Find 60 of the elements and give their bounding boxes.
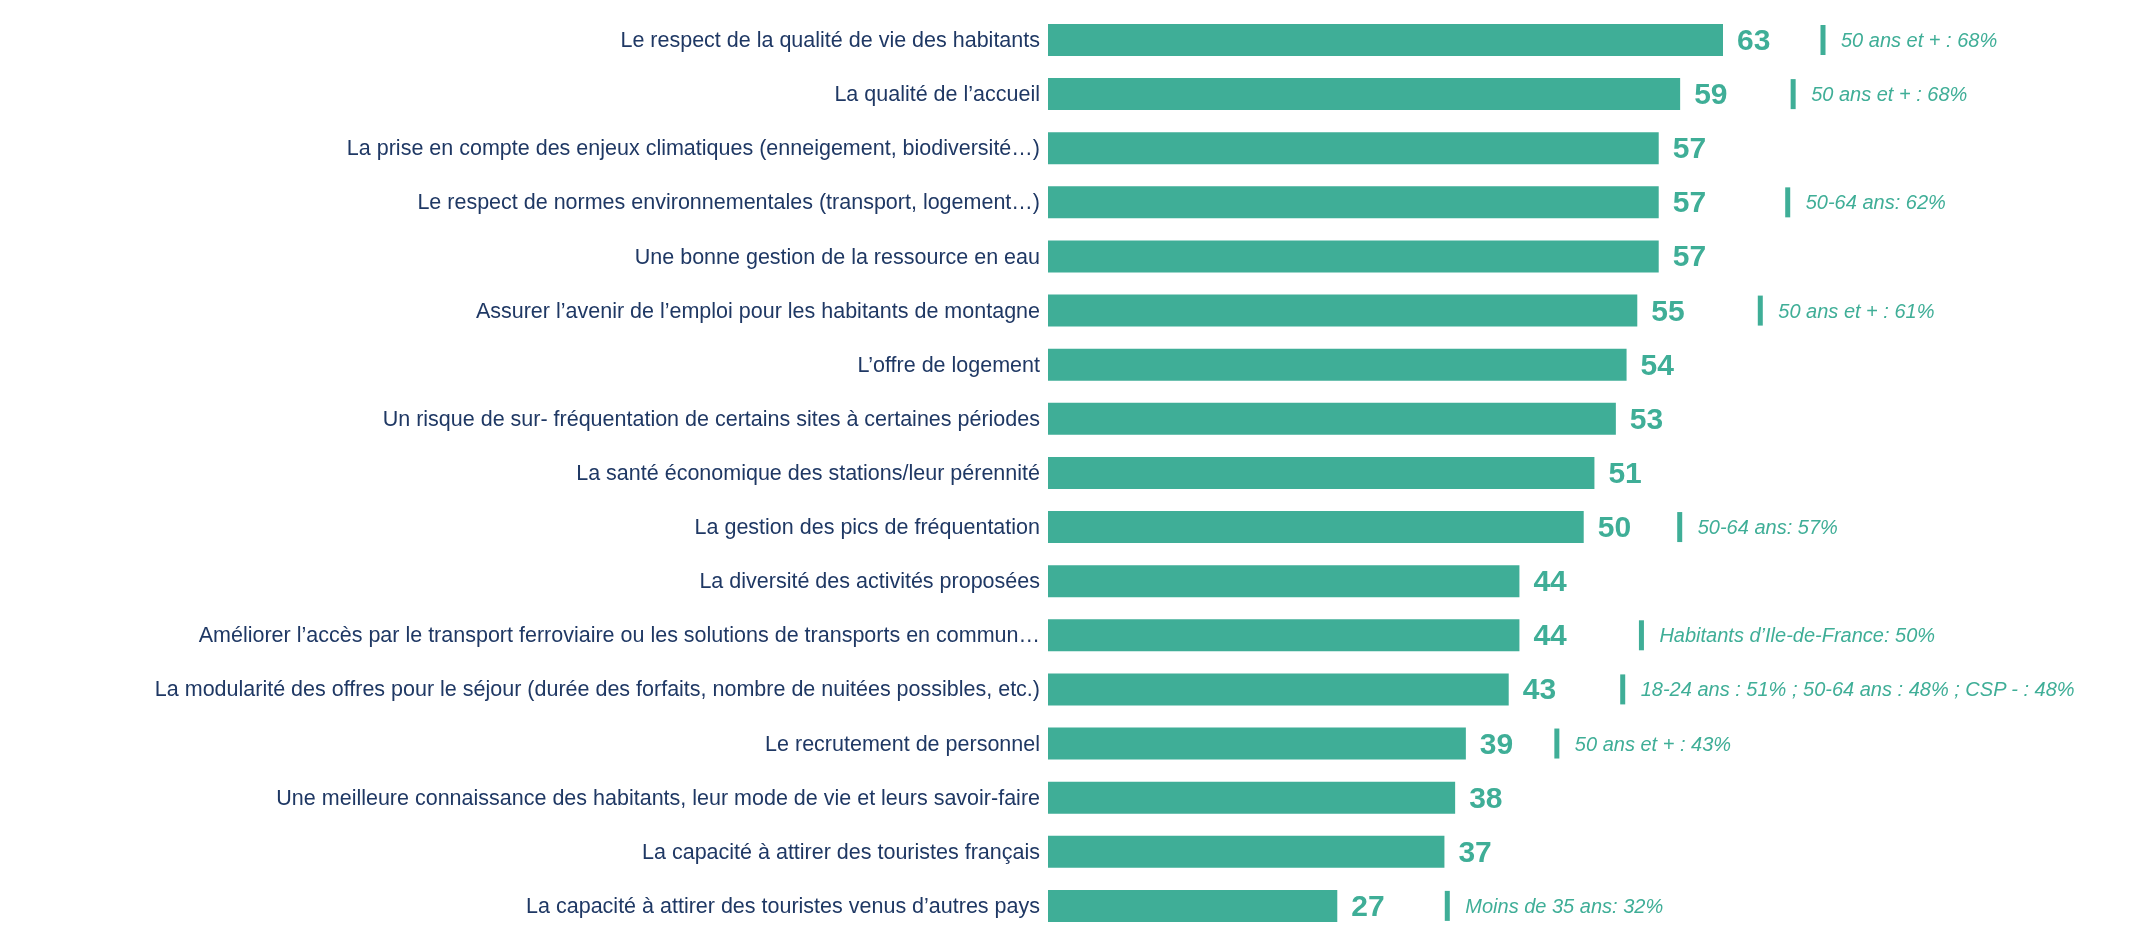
bar <box>1048 673 1509 706</box>
data-label: 39 <box>1479 726 1514 760</box>
bar <box>1048 727 1466 760</box>
data-label: 51 <box>1608 455 1642 489</box>
bar <box>1048 781 1456 814</box>
bar <box>1048 456 1595 489</box>
data-label: 38 <box>1469 780 1503 814</box>
y-tick-label: La gestion des pics de fréquentation <box>694 515 1040 540</box>
bar <box>1048 348 1627 381</box>
y-tick-label: La prise en compte des enjeux climatiques (enneigement, biodiversité…) <box>346 136 1040 161</box>
data-label: 57 <box>1672 239 1707 273</box>
y-tick-label: L’offre de logement <box>857 352 1041 377</box>
y-tick-label: La qualité de l’accueil <box>834 82 1040 107</box>
annotation: Habitants d’Ile-de-France: 50% <box>1659 624 1936 647</box>
y-tick-label: Un risque de sur- fréquentation de certains sites à certaines périodes <box>382 406 1040 431</box>
bar <box>1048 78 1681 111</box>
data-label: 43 <box>1522 672 1557 706</box>
bar <box>1048 186 1659 219</box>
y-tick-label: Une bonne gestion de la ressource en eau <box>634 244 1040 269</box>
y-tick-label: Le recrutement de personnel <box>765 731 1040 756</box>
data-label: 44 <box>1533 618 1568 652</box>
y-tick-label: La capacité à attirer des touristes venus d’autres pays <box>526 893 1040 918</box>
y-tick-label: Améliorer l’accès par le transport ferroviaire ou les solutions de transports en commun… <box>198 623 1040 648</box>
annotation: Moins de 35 ans: 32% <box>1465 894 1664 917</box>
y-tick-label: Le respect de normes environnementales (transport, logement…) <box>417 190 1040 215</box>
data-label: 54 <box>1640 347 1675 381</box>
data-label: 55 <box>1651 293 1685 327</box>
bar <box>1048 132 1659 165</box>
y-tick-label: La capacité à attirer des touristes français <box>642 839 1040 864</box>
y-tick-label: La modularité des offres pour le séjour (durée des forfaits, nombre de nuitées possibles, etc.) <box>154 677 1040 702</box>
data-label: 63 <box>1737 23 1771 56</box>
annotation: 50 ans et + : 43% <box>1574 732 1732 755</box>
data-label: 59 <box>1694 77 1728 111</box>
bar <box>1048 24 1723 56</box>
data-label: 57 <box>1672 131 1707 165</box>
data-label: 50 <box>1597 510 1632 544</box>
bar <box>1048 511 1584 544</box>
y-tick-label: La santé économique des stations/leur pérennité <box>576 461 1040 485</box>
text: 50 ans et + : 68% <box>1841 29 1998 51</box>
data-label: 53 <box>1629 401 1664 435</box>
annotation: 50-64 ans: 57% <box>1697 516 1838 539</box>
y-tick-label: Assurer l’avenir de l’emploi pour les habitants de montagne <box>475 298 1040 323</box>
data-label: 37 <box>1458 834 1492 868</box>
bar <box>1048 565 1520 598</box>
bar <box>1048 889 1338 922</box>
data-label: 27 <box>1351 888 1385 922</box>
bar <box>1048 619 1520 652</box>
y-tick-label: Une meilleure connaissance des habitants, leur mode de vie et leurs savoir-faire <box>276 785 1040 810</box>
annotation: 18-24 ans : 51% ; 50-64 ans : 48% ; CSP - : 48% <box>1640 678 2075 701</box>
text: 50 ans et + : 61% <box>1778 299 1935 322</box>
bar <box>1048 835 1445 868</box>
bar <box>1048 240 1659 273</box>
data-label: 57 <box>1672 185 1707 219</box>
bar <box>1048 294 1638 327</box>
y-tick-label: Le respect de la qualité de vie des habitants <box>620 28 1040 53</box>
y-tick-label: La diversité des activités proposées <box>699 569 1040 594</box>
text: 50 ans et + : 68% <box>1811 83 1968 106</box>
bar <box>1048 402 1616 435</box>
text: 50-64 ans: 62% <box>1805 191 1946 214</box>
data-label: 44 <box>1533 564 1568 598</box>
